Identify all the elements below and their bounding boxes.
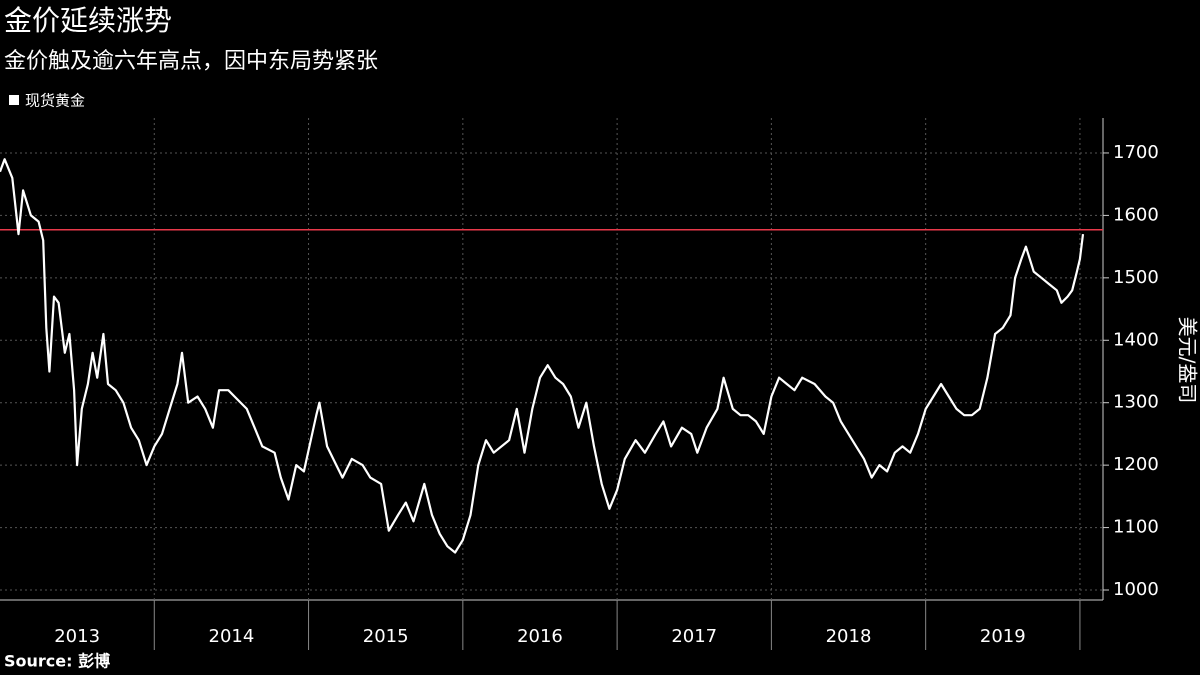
series-line (0, 158, 1085, 554)
x-tick-label: 2019 (980, 626, 1026, 647)
x-tick-label: 2018 (826, 626, 872, 647)
chart-subtitle: 金价触及逾六年高点，因中东局势紧张 (4, 49, 378, 74)
x-tick-label: 2016 (517, 626, 563, 647)
x-tick-label: 2017 (671, 626, 717, 647)
y-tick-label: 1300 (1113, 392, 1159, 413)
y-tick-label: 1100 (1113, 517, 1159, 538)
x-tick-label: 2015 (363, 626, 409, 647)
y-axis-label: 美元/盎司 (1176, 317, 1200, 404)
y-tick-label: 1600 (1113, 204, 1159, 225)
y-tick-label: 1200 (1113, 454, 1159, 475)
legend-swatch (9, 95, 19, 105)
y-tick-label: 1700 (1113, 142, 1159, 163)
y-tick-label: 1400 (1113, 329, 1159, 350)
y-tick-label: 1500 (1113, 267, 1159, 288)
source: Source: 彭博 (4, 652, 110, 671)
x-tick-label: 2013 (54, 626, 100, 647)
legend-label: 现货黄金 (25, 92, 85, 110)
x-tick-label: 2014 (209, 626, 255, 647)
y-tick-label: 1000 (1113, 579, 1159, 600)
chart-title: 金价延续涨势 (4, 4, 172, 37)
